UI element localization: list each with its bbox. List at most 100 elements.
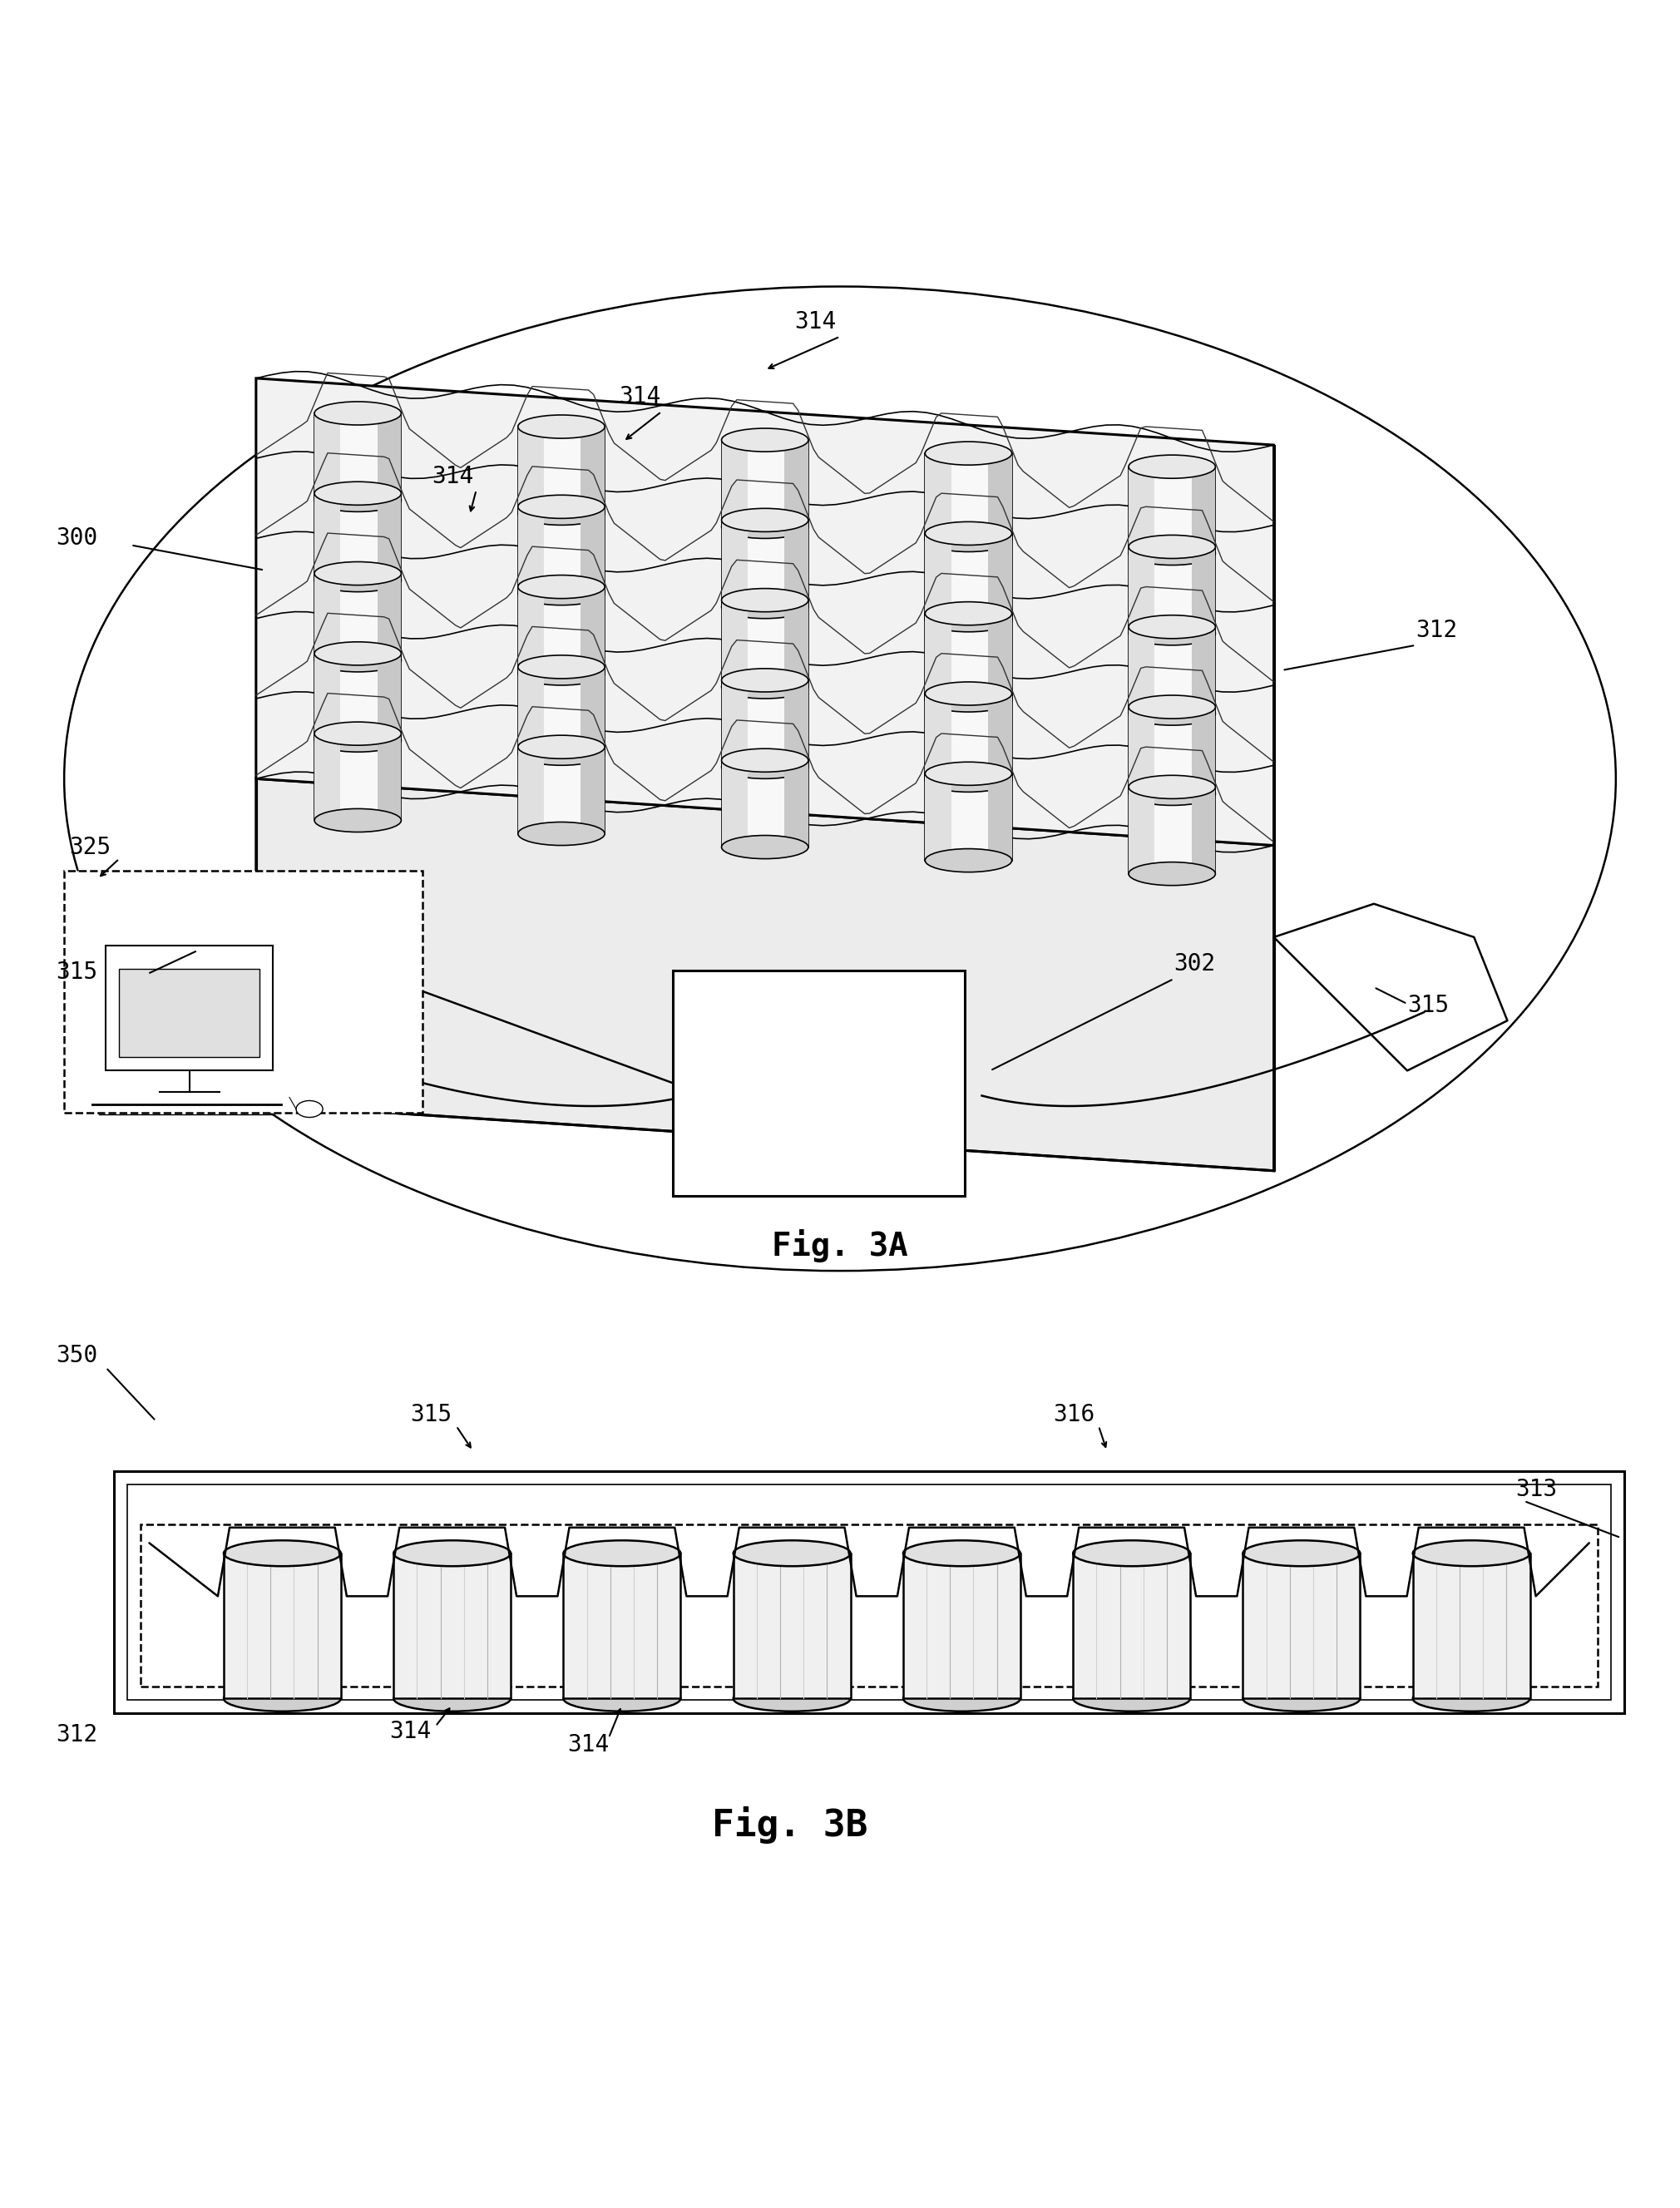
Text: 312: 312 <box>55 1722 97 1747</box>
Polygon shape <box>517 587 544 673</box>
Polygon shape <box>1191 786 1215 874</box>
Polygon shape <box>926 614 1011 700</box>
Polygon shape <box>732 1552 850 1698</box>
Ellipse shape <box>926 603 1011 625</box>
Polygon shape <box>1129 627 1154 713</box>
Ellipse shape <box>517 415 605 439</box>
Polygon shape <box>314 492 402 581</box>
Ellipse shape <box>1129 775 1215 799</box>
Polygon shape <box>563 1552 680 1698</box>
Polygon shape <box>314 733 341 821</box>
Bar <box>141 1524 1598 1687</box>
Polygon shape <box>314 492 341 581</box>
Ellipse shape <box>517 656 605 678</box>
Ellipse shape <box>517 574 605 598</box>
Polygon shape <box>517 667 605 753</box>
Polygon shape <box>988 534 1011 620</box>
Text: 314: 314 <box>795 309 837 333</box>
Polygon shape <box>721 439 808 528</box>
Polygon shape <box>926 453 1011 541</box>
Polygon shape <box>926 693 1011 779</box>
Ellipse shape <box>721 676 808 698</box>
Polygon shape <box>1129 707 1215 793</box>
Ellipse shape <box>517 662 605 684</box>
Bar <box>64 870 423 1113</box>
Text: 302: 302 <box>1174 952 1216 976</box>
Polygon shape <box>393 1552 511 1698</box>
Text: 314: 314 <box>568 1733 610 1755</box>
Polygon shape <box>378 413 402 499</box>
Ellipse shape <box>314 643 402 665</box>
Polygon shape <box>314 413 402 499</box>
Ellipse shape <box>1129 534 1215 559</box>
Ellipse shape <box>563 1541 680 1565</box>
Polygon shape <box>1191 707 1215 793</box>
Polygon shape <box>721 760 808 848</box>
Polygon shape <box>926 453 951 541</box>
Polygon shape <box>1129 548 1215 634</box>
Polygon shape <box>378 492 402 581</box>
Polygon shape <box>721 439 748 528</box>
Polygon shape <box>517 506 544 594</box>
Ellipse shape <box>296 1100 323 1117</box>
Polygon shape <box>988 693 1011 779</box>
Polygon shape <box>785 439 808 528</box>
Text: 314: 314 <box>618 384 660 408</box>
Text: 314: 314 <box>390 1720 432 1742</box>
Ellipse shape <box>926 528 1011 552</box>
Polygon shape <box>314 574 402 660</box>
Polygon shape <box>926 534 951 620</box>
Text: 350: 350 <box>55 1345 97 1367</box>
Polygon shape <box>1413 1552 1530 1698</box>
Ellipse shape <box>1129 616 1215 638</box>
Ellipse shape <box>904 1541 1020 1565</box>
Polygon shape <box>926 693 951 779</box>
Polygon shape <box>926 534 1011 620</box>
Ellipse shape <box>517 501 605 526</box>
Polygon shape <box>1191 627 1215 713</box>
Polygon shape <box>1129 466 1215 554</box>
Polygon shape <box>314 654 402 740</box>
Ellipse shape <box>926 609 1011 631</box>
Polygon shape <box>314 413 341 499</box>
Text: Fig. 3B: Fig. 3B <box>712 1806 869 1844</box>
Polygon shape <box>517 426 605 514</box>
Ellipse shape <box>926 682 1011 704</box>
Bar <box>106 945 272 1071</box>
Ellipse shape <box>1074 1685 1189 1711</box>
Ellipse shape <box>1129 541 1215 565</box>
Polygon shape <box>988 453 1011 541</box>
Polygon shape <box>785 521 808 607</box>
Polygon shape <box>785 760 808 848</box>
Polygon shape <box>1074 1552 1189 1698</box>
Polygon shape <box>1129 707 1154 793</box>
Text: 313: 313 <box>1515 1477 1557 1501</box>
Polygon shape <box>581 506 605 594</box>
Ellipse shape <box>223 1541 341 1565</box>
Bar <box>128 1484 1611 1700</box>
Ellipse shape <box>314 488 402 512</box>
Ellipse shape <box>732 1685 850 1711</box>
Ellipse shape <box>223 1685 341 1711</box>
Ellipse shape <box>314 561 402 585</box>
Ellipse shape <box>393 1541 511 1565</box>
Polygon shape <box>988 773 1011 861</box>
Ellipse shape <box>1129 696 1215 718</box>
Ellipse shape <box>1243 1541 1361 1565</box>
Ellipse shape <box>926 442 1011 466</box>
Ellipse shape <box>314 402 402 424</box>
Polygon shape <box>581 587 605 673</box>
Polygon shape <box>378 733 402 821</box>
Polygon shape <box>1191 466 1215 554</box>
Ellipse shape <box>1413 1541 1530 1565</box>
Ellipse shape <box>926 762 1011 786</box>
Ellipse shape <box>314 481 402 506</box>
Ellipse shape <box>721 669 808 691</box>
Polygon shape <box>721 521 748 607</box>
Polygon shape <box>1129 466 1154 554</box>
Polygon shape <box>988 614 1011 700</box>
Polygon shape <box>1129 786 1154 874</box>
Polygon shape <box>517 587 605 673</box>
Polygon shape <box>904 1552 1020 1698</box>
Ellipse shape <box>1243 1685 1361 1711</box>
